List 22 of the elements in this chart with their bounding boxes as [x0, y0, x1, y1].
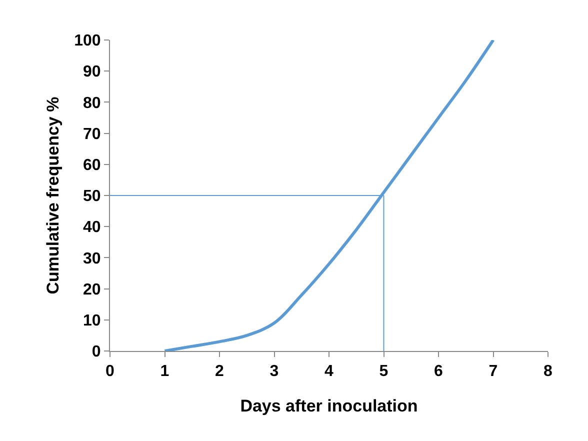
x-tick-label: 0 [106, 363, 115, 380]
y-tick-label: 100 [74, 32, 101, 50]
y-tick-label: 70 [83, 126, 101, 143]
y-tick-label: 30 [83, 250, 101, 268]
y-tick-label: 20 [83, 281, 101, 298]
y-tick-label: 80 [83, 94, 101, 112]
y-tick-label: 40 [83, 219, 101, 236]
x-tick-label: 5 [379, 363, 388, 380]
y-tick-label: 60 [83, 157, 101, 174]
y-axis-title: Cumulative frequency % [44, 96, 63, 294]
y-tick-label: 0 [92, 344, 101, 361]
x-tick-label: 7 [488, 363, 498, 380]
x-axis-title: Days after inoculation [240, 396, 418, 416]
y-tick-label: 90 [83, 64, 101, 81]
x-tick-label: 4 [324, 363, 334, 380]
x-tick-label: 8 [544, 363, 553, 380]
y-tick-label: 50 [83, 188, 101, 206]
x-tick-label: 6 [434, 363, 444, 380]
x-tick-label: 2 [215, 363, 224, 380]
x-tick-label: 1 [160, 363, 170, 380]
y-tick-label: 10 [83, 312, 101, 330]
x-tick-label: 3 [270, 363, 279, 380]
